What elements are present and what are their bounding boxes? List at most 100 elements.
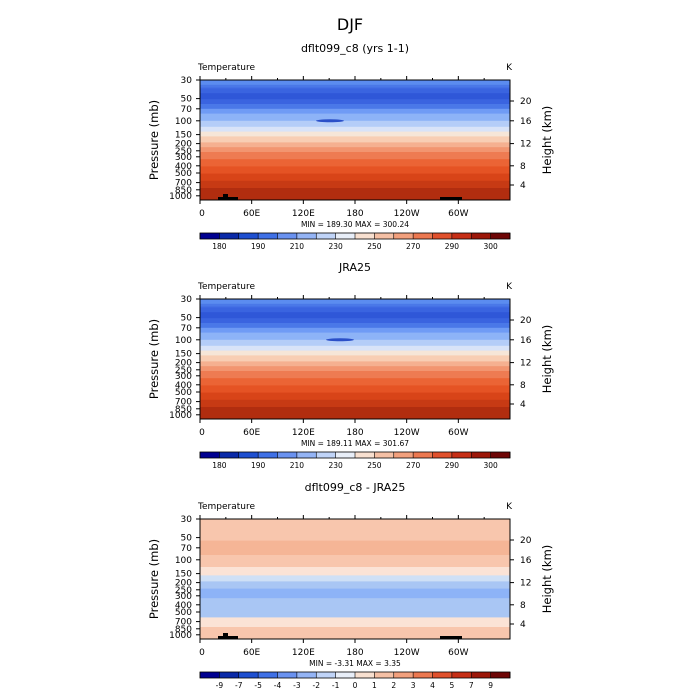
min-max-stats: MIN = -3.31 MAX = 3.35 bbox=[309, 659, 401, 668]
colorbar-label: 210 bbox=[290, 461, 305, 470]
contour-band bbox=[200, 407, 510, 420]
y-tick-label: 700 bbox=[175, 179, 192, 189]
y-tick-label: 100 bbox=[175, 117, 192, 127]
min-max-stats: MIN = 189.11 MAX = 301.67 bbox=[301, 439, 409, 448]
colorbar-box bbox=[238, 452, 259, 458]
colorbar-label: 5 bbox=[449, 681, 454, 690]
colorbar-label: 9 bbox=[488, 681, 493, 690]
colorbar-box bbox=[490, 233, 511, 239]
topography-asia bbox=[218, 636, 238, 639]
colorbar-box bbox=[471, 452, 491, 458]
contour-band bbox=[200, 567, 510, 576]
topography-tibet bbox=[223, 194, 228, 197]
y-tick-label: 70 bbox=[181, 105, 193, 115]
colorbar-label: 7 bbox=[469, 681, 474, 690]
contour-band bbox=[200, 180, 510, 189]
x-tick-label: 120W bbox=[394, 428, 420, 438]
panel-subtitle-left: Temperature bbox=[197, 282, 255, 292]
y-tick-label: 50 bbox=[181, 95, 193, 105]
contour-band bbox=[200, 147, 510, 153]
y-tick-label: 70 bbox=[181, 324, 193, 334]
colorbar-box bbox=[451, 672, 472, 678]
colorbar-label: 190 bbox=[251, 461, 266, 470]
contour-band bbox=[200, 355, 510, 362]
colorbar-box bbox=[335, 452, 356, 458]
panel-title: dflt099_c8 (yrs 1-1) bbox=[301, 42, 409, 55]
colorbar-box bbox=[258, 672, 278, 678]
panels-container: dflt099_c8 (yrs 1-1) Temperature K 0 60E 120E… bbox=[147, 42, 554, 690]
contour-band bbox=[200, 588, 510, 599]
contour-band bbox=[200, 555, 510, 568]
colorbar-label: 250 bbox=[367, 461, 382, 470]
y-tick-label: 1000 bbox=[169, 631, 192, 641]
y-right-tick-label: 12 bbox=[520, 359, 531, 369]
y-tick-label: 30 bbox=[181, 76, 193, 86]
colorbar-box bbox=[296, 672, 317, 678]
y-tick-label: 50 bbox=[181, 534, 193, 544]
y-axis-label: Pressure (mb) bbox=[147, 100, 161, 180]
y-right-tick-label: 4 bbox=[520, 181, 526, 191]
y-right-tick-label: 20 bbox=[520, 316, 532, 326]
y-tick-label: 850 bbox=[175, 405, 192, 415]
x-tick-label: 180 bbox=[346, 428, 363, 438]
colorbar-box bbox=[316, 233, 336, 239]
contour-band bbox=[200, 136, 510, 143]
y-right-tick-label: 20 bbox=[520, 536, 532, 546]
contour-band bbox=[200, 173, 510, 182]
contour-band bbox=[200, 371, 510, 379]
colorbar-box bbox=[451, 233, 472, 239]
contour-band bbox=[200, 104, 510, 110]
colorbar-label: -1 bbox=[332, 681, 340, 690]
colorbar-label: 1 bbox=[372, 681, 377, 690]
x-tick-label: 120E bbox=[292, 209, 315, 219]
y-tick-label: 400 bbox=[175, 601, 192, 611]
contour-band bbox=[200, 93, 510, 100]
colorbar-box bbox=[490, 452, 511, 458]
contour-band bbox=[200, 617, 510, 628]
contour-band bbox=[200, 361, 510, 367]
colorbar-frame bbox=[199, 232, 511, 240]
contour-band bbox=[200, 126, 510, 133]
x-tick-label: 60E bbox=[243, 209, 260, 219]
colorbar-box bbox=[296, 233, 317, 239]
colorbar-box bbox=[432, 452, 453, 458]
colorbar-box bbox=[335, 233, 356, 239]
x-tick-label: 60E bbox=[243, 428, 260, 438]
y-tick-label: 500 bbox=[175, 608, 192, 618]
contour-band bbox=[200, 540, 510, 556]
colorbar-box bbox=[238, 233, 259, 239]
colorbar-box bbox=[471, 233, 491, 239]
colorbar-label: 290 bbox=[445, 242, 460, 251]
panel-title: dflt099_c8 - JRA25 bbox=[305, 481, 406, 494]
contour-band bbox=[200, 108, 510, 115]
contour-band bbox=[200, 120, 510, 128]
colorbar-box bbox=[219, 452, 240, 458]
contour-band bbox=[200, 188, 510, 201]
panel-subtitle-right: K bbox=[506, 63, 513, 73]
y-right-tick-label: 8 bbox=[520, 162, 526, 172]
contour-band bbox=[200, 87, 510, 89]
x-tick-label: 120W bbox=[394, 648, 420, 658]
x-tick-label: 60W bbox=[448, 428, 468, 438]
y-tick-label: 70 bbox=[181, 544, 193, 554]
colorbar-box bbox=[393, 233, 414, 239]
x-tick-label: 0 bbox=[199, 209, 205, 219]
contour-band bbox=[200, 307, 510, 313]
y-tick-label: 300 bbox=[175, 372, 192, 382]
y-tick-label: 200 bbox=[175, 579, 192, 589]
contour-band bbox=[200, 345, 510, 352]
contour-band bbox=[200, 312, 510, 319]
colorbar-box bbox=[335, 672, 356, 678]
contour-blob bbox=[316, 119, 344, 123]
panel-subtitle-right: K bbox=[506, 282, 513, 292]
figure-title: DJF bbox=[337, 15, 363, 34]
colorbar-box bbox=[258, 452, 278, 458]
colorbar-box bbox=[413, 452, 433, 458]
y-tick-label: 1000 bbox=[169, 192, 192, 202]
contour-band bbox=[200, 575, 510, 582]
colorbar-box bbox=[374, 452, 395, 458]
colorbar-box bbox=[393, 672, 414, 678]
contour-band bbox=[200, 131, 510, 137]
